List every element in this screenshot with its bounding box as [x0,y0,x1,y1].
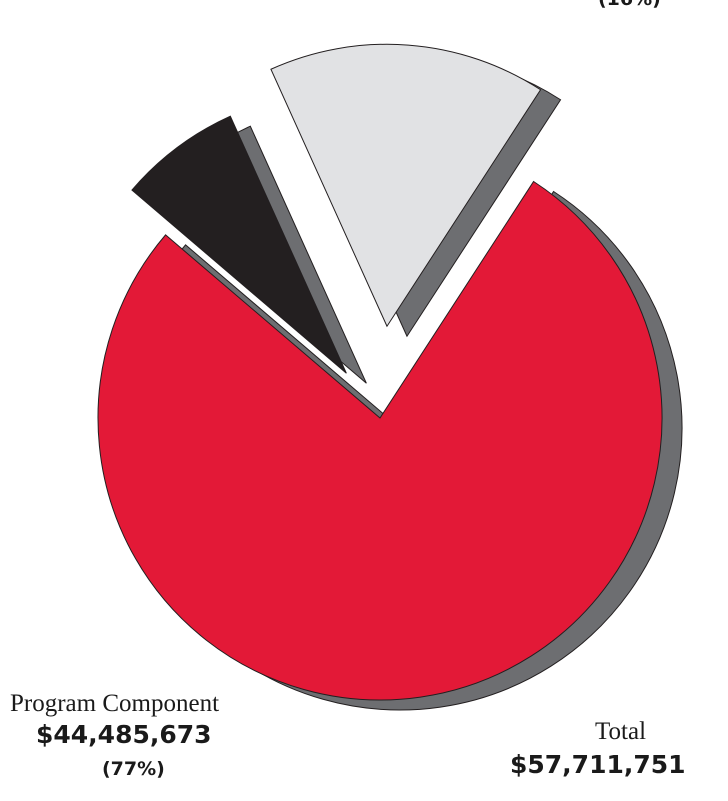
slice-1-name-label: Program Component [10,690,220,717]
slice-1 [97,180,663,701]
slice-2 [131,115,347,374]
slice-3-percent-label: (16%) [598,0,661,10]
slice-1-amount-label: $44,485,673 [36,720,212,749]
total-label: Total [595,718,647,745]
total-amount: $57,711,751 [510,750,686,779]
slices [97,43,663,701]
slice-1-percent-label: (77%) [102,758,165,780]
slice-3 [270,43,542,328]
